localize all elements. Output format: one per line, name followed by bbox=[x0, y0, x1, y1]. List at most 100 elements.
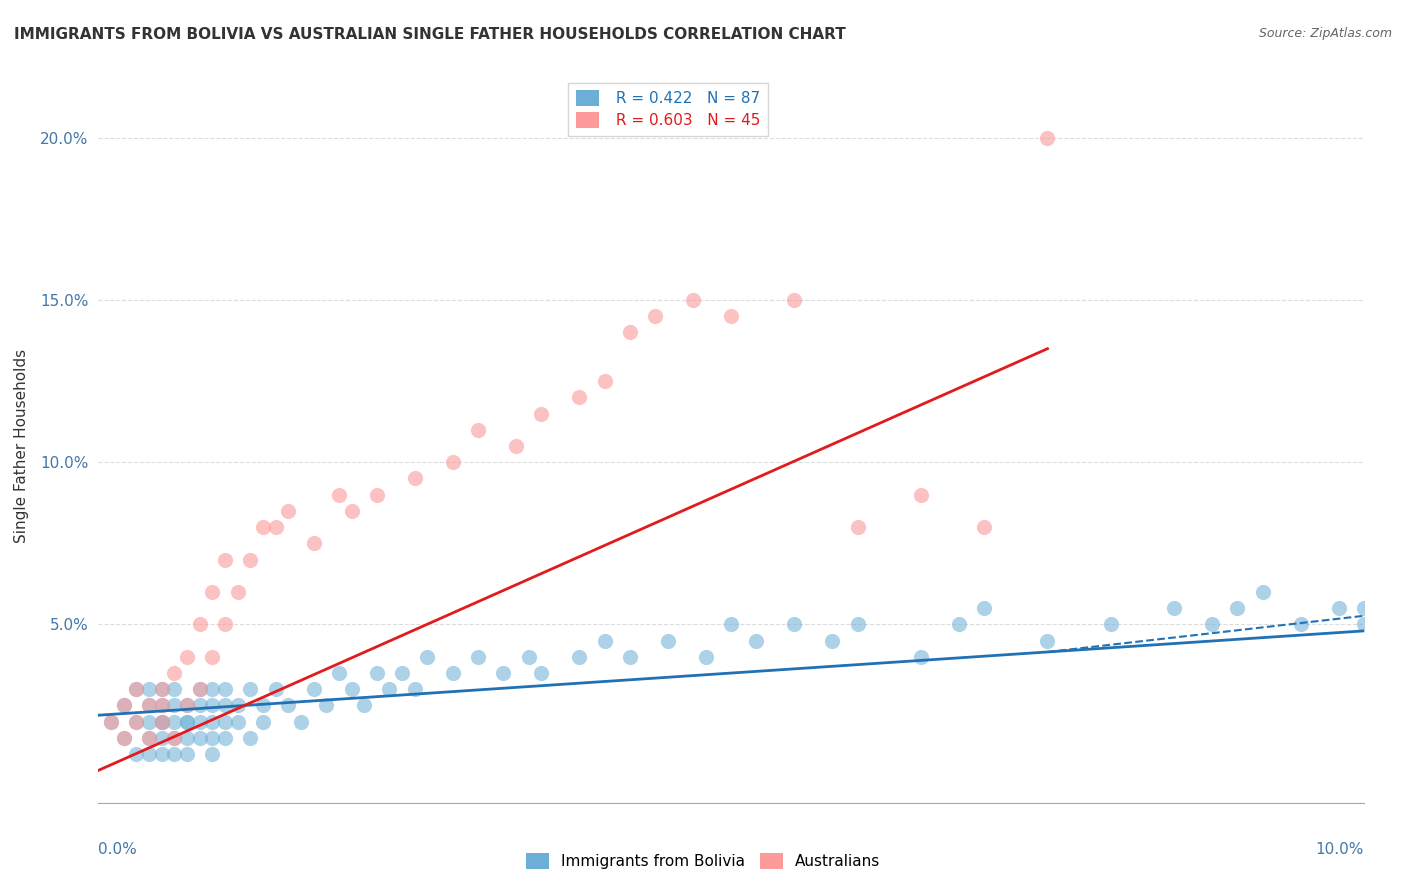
Australians bbox=[226, 585, 249, 599]
Immigrants from Bolivia bbox=[239, 682, 262, 697]
Australians bbox=[112, 731, 135, 745]
Immigrants from Bolivia bbox=[163, 731, 186, 745]
Immigrants from Bolivia bbox=[404, 682, 426, 697]
Immigrants from Bolivia bbox=[315, 698, 337, 713]
Australians bbox=[188, 617, 211, 632]
Immigrants from Bolivia bbox=[176, 731, 198, 745]
Australians bbox=[150, 698, 173, 713]
Immigrants from Bolivia bbox=[150, 714, 173, 729]
Australians bbox=[568, 390, 591, 404]
Australians bbox=[163, 731, 186, 745]
Immigrants from Bolivia bbox=[150, 698, 173, 713]
Immigrants from Bolivia bbox=[188, 731, 211, 745]
Immigrants from Bolivia bbox=[1036, 633, 1059, 648]
Immigrants from Bolivia bbox=[138, 714, 160, 729]
Immigrants from Bolivia bbox=[973, 601, 995, 615]
Immigrants from Bolivia bbox=[214, 698, 236, 713]
Immigrants from Bolivia bbox=[1289, 617, 1312, 632]
Australians bbox=[910, 488, 932, 502]
Immigrants from Bolivia bbox=[948, 617, 970, 632]
Australians bbox=[720, 310, 742, 324]
Immigrants from Bolivia bbox=[150, 682, 173, 697]
Text: Source: ZipAtlas.com: Source: ZipAtlas.com bbox=[1258, 27, 1392, 40]
Immigrants from Bolivia bbox=[745, 633, 768, 648]
Immigrants from Bolivia bbox=[138, 682, 160, 697]
Immigrants from Bolivia bbox=[1201, 617, 1223, 632]
Australians bbox=[138, 731, 160, 745]
Immigrants from Bolivia bbox=[163, 698, 186, 713]
Australians bbox=[783, 293, 806, 307]
Australians bbox=[1036, 131, 1059, 145]
Immigrants from Bolivia bbox=[492, 666, 515, 681]
Australians bbox=[150, 714, 173, 729]
Immigrants from Bolivia bbox=[188, 682, 211, 697]
Immigrants from Bolivia bbox=[910, 649, 932, 664]
Immigrants from Bolivia bbox=[226, 714, 249, 729]
Immigrants from Bolivia bbox=[125, 747, 148, 761]
Australians bbox=[201, 585, 224, 599]
Immigrants from Bolivia bbox=[530, 666, 553, 681]
Immigrants from Bolivia bbox=[214, 682, 236, 697]
Australians bbox=[619, 326, 641, 340]
Immigrants from Bolivia bbox=[657, 633, 679, 648]
Australians bbox=[644, 310, 666, 324]
Immigrants from Bolivia bbox=[517, 649, 540, 664]
Immigrants from Bolivia bbox=[138, 731, 160, 745]
Immigrants from Bolivia bbox=[821, 633, 844, 648]
Australians bbox=[593, 374, 616, 388]
Immigrants from Bolivia bbox=[441, 666, 464, 681]
Immigrants from Bolivia bbox=[201, 714, 224, 729]
Immigrants from Bolivia bbox=[176, 747, 198, 761]
Immigrants from Bolivia bbox=[226, 698, 249, 713]
Text: IMMIGRANTS FROM BOLIVIA VS AUSTRALIAN SINGLE FATHER HOUSEHOLDS CORRELATION CHART: IMMIGRANTS FROM BOLIVIA VS AUSTRALIAN SI… bbox=[14, 27, 846, 42]
Immigrants from Bolivia bbox=[163, 747, 186, 761]
Australians bbox=[252, 520, 274, 534]
Immigrants from Bolivia bbox=[201, 682, 224, 697]
Immigrants from Bolivia bbox=[328, 666, 350, 681]
Australians bbox=[264, 520, 287, 534]
Immigrants from Bolivia bbox=[201, 731, 224, 745]
Australians bbox=[125, 714, 148, 729]
Immigrants from Bolivia bbox=[619, 649, 641, 664]
Australians bbox=[277, 504, 299, 518]
Immigrants from Bolivia bbox=[720, 617, 742, 632]
Immigrants from Bolivia bbox=[163, 714, 186, 729]
Immigrants from Bolivia bbox=[138, 747, 160, 761]
Australians bbox=[302, 536, 325, 550]
Immigrants from Bolivia bbox=[150, 731, 173, 745]
Immigrants from Bolivia bbox=[125, 682, 148, 697]
Australians bbox=[328, 488, 350, 502]
Australians bbox=[214, 617, 236, 632]
Australians bbox=[138, 698, 160, 713]
Immigrants from Bolivia bbox=[378, 682, 401, 697]
Immigrants from Bolivia bbox=[340, 682, 363, 697]
Immigrants from Bolivia bbox=[277, 698, 299, 713]
Australians bbox=[188, 682, 211, 697]
Immigrants from Bolivia bbox=[100, 714, 122, 729]
Immigrants from Bolivia bbox=[201, 747, 224, 761]
Australians bbox=[467, 423, 489, 437]
Immigrants from Bolivia bbox=[353, 698, 375, 713]
Immigrants from Bolivia bbox=[783, 617, 806, 632]
Immigrants from Bolivia bbox=[176, 714, 198, 729]
Australians bbox=[340, 504, 363, 518]
Australians bbox=[366, 488, 388, 502]
Australians bbox=[112, 698, 135, 713]
Immigrants from Bolivia bbox=[252, 714, 274, 729]
Immigrants from Bolivia bbox=[188, 714, 211, 729]
Immigrants from Bolivia bbox=[1327, 601, 1350, 615]
Immigrants from Bolivia bbox=[163, 682, 186, 697]
Immigrants from Bolivia bbox=[846, 617, 869, 632]
Australians bbox=[505, 439, 527, 453]
Immigrants from Bolivia bbox=[150, 747, 173, 761]
Immigrants from Bolivia bbox=[112, 698, 135, 713]
Immigrants from Bolivia bbox=[176, 698, 198, 713]
Immigrants from Bolivia bbox=[467, 649, 489, 664]
Immigrants from Bolivia bbox=[112, 731, 135, 745]
Immigrants from Bolivia bbox=[214, 714, 236, 729]
Text: 0.0%: 0.0% bbox=[98, 842, 138, 856]
Immigrants from Bolivia bbox=[290, 714, 312, 729]
Australians bbox=[239, 552, 262, 566]
Immigrants from Bolivia bbox=[1226, 601, 1249, 615]
Immigrants from Bolivia bbox=[1251, 585, 1274, 599]
